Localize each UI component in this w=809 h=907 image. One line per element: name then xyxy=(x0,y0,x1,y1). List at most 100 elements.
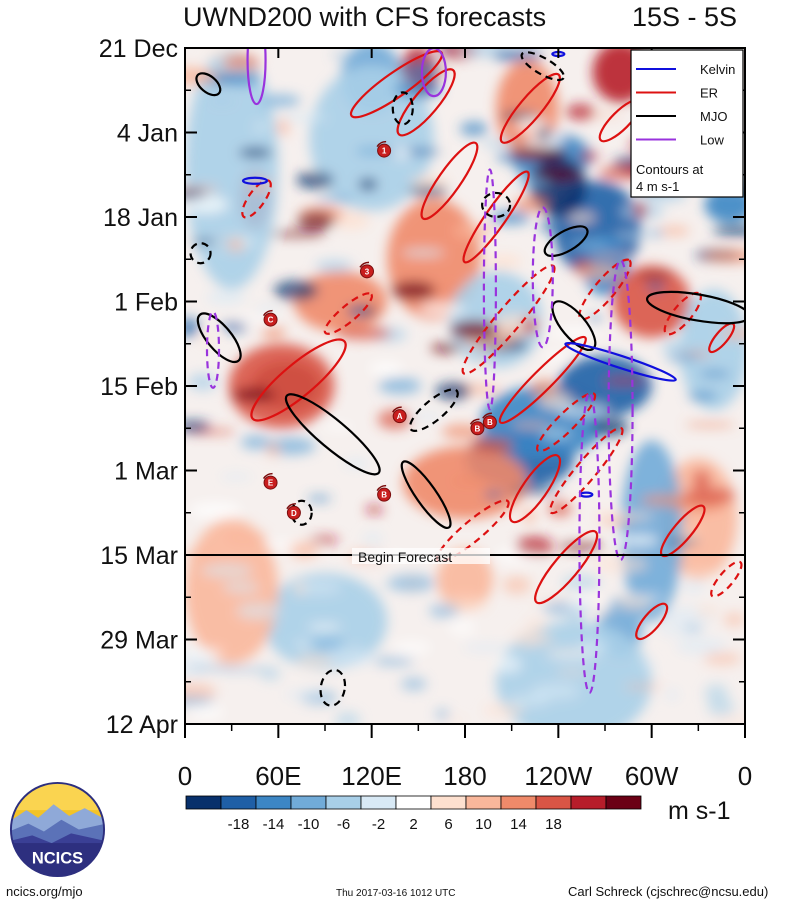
field-patch xyxy=(448,619,476,637)
field-patch xyxy=(206,291,246,304)
low-contour xyxy=(246,48,267,106)
field-patch xyxy=(334,711,361,724)
field-patch xyxy=(492,49,543,62)
field-patch xyxy=(677,569,732,576)
field-patch xyxy=(185,318,200,337)
field-patch xyxy=(391,146,412,160)
kelvin-contour xyxy=(241,176,269,185)
field-patch xyxy=(222,581,260,594)
field-patch xyxy=(718,328,745,339)
er-contour xyxy=(420,141,479,221)
field-patch xyxy=(315,260,353,273)
field-patch xyxy=(675,637,728,655)
x-tick-label: 0 xyxy=(738,761,752,791)
field-patch xyxy=(343,459,370,468)
legend-label: ER xyxy=(700,86,718,101)
legend-note-2: 4 m s-1 xyxy=(636,179,679,194)
field-patch xyxy=(616,535,659,546)
x-tick-label: 180 xyxy=(443,761,486,791)
x-tick-label: 0 xyxy=(178,761,192,791)
y-tick-label: 4 Jan xyxy=(117,120,178,148)
y-tick-label: 15 Feb xyxy=(100,373,178,401)
cyclone-marker: E xyxy=(262,472,278,490)
forecast-label: Begin Forecast xyxy=(358,549,452,565)
mjo-contour xyxy=(481,191,512,219)
field-patch xyxy=(710,716,745,724)
ncics-logo: NCICS xyxy=(9,781,106,878)
legend-box xyxy=(630,49,744,198)
footer-url[interactable]: ncics.org/mjo xyxy=(6,884,83,899)
colorbar-swatch xyxy=(605,795,642,810)
field-patch xyxy=(392,639,432,656)
cyclone-label: C xyxy=(268,316,274,325)
er-contour xyxy=(635,602,669,641)
field-patch xyxy=(692,469,711,490)
field-blob xyxy=(185,48,279,290)
field-blob xyxy=(228,343,335,429)
field-patch xyxy=(615,232,645,240)
field-patch xyxy=(261,327,286,339)
field-patch xyxy=(295,653,336,668)
colorbar-label: 18 xyxy=(545,816,562,833)
field-patch xyxy=(368,361,404,375)
x-tick-label: 60W xyxy=(625,761,679,791)
field-patch xyxy=(188,501,242,519)
footer-author: Carl Schreck (cjschrec@ncsu.edu) xyxy=(568,884,769,899)
field-patch xyxy=(238,147,272,158)
field-patch xyxy=(470,437,514,454)
colorbar-swatch xyxy=(220,795,257,810)
field-patch xyxy=(189,703,225,722)
field-patch xyxy=(567,213,596,223)
y-axis: 21 Dec 4 Jan 18 Jan 1 Feb 15 Feb 1 Mar 15 Mar 2… xyxy=(99,35,745,739)
y-tick-label: 12 Apr xyxy=(106,711,178,739)
er-contour xyxy=(462,170,530,264)
colorbar-swatch xyxy=(360,795,397,810)
colorbar-label: -14 xyxy=(263,816,285,833)
colorbar-label: 2 xyxy=(409,816,417,833)
cyclone-label: A xyxy=(397,412,403,421)
field-patch xyxy=(308,623,341,633)
field-patch xyxy=(598,519,633,524)
field-patch xyxy=(512,630,541,648)
low-contour xyxy=(531,206,554,349)
field-patch xyxy=(502,575,532,595)
cyclone-marker: D xyxy=(286,503,301,520)
field-patch xyxy=(362,533,383,543)
mjo-contour xyxy=(319,668,347,707)
field-patch xyxy=(645,282,666,291)
logo-text: NCICS xyxy=(32,849,83,867)
field-patch xyxy=(540,221,557,232)
field-patch xyxy=(435,284,470,289)
er-contour xyxy=(536,392,597,453)
colorbar-label: 10 xyxy=(475,816,492,833)
field-patch xyxy=(698,370,731,378)
field-patch xyxy=(592,417,629,437)
mjo-contour xyxy=(400,460,452,530)
field-patch xyxy=(378,377,422,394)
cyclone-marker: B xyxy=(376,484,392,502)
field-patch xyxy=(593,556,648,573)
colorbar-swatch xyxy=(395,795,432,810)
cyclone-marker: C xyxy=(262,309,278,327)
field-patch xyxy=(296,171,334,189)
cyclone-label: D xyxy=(291,509,297,518)
field-patch xyxy=(297,212,335,231)
field-patch xyxy=(201,563,254,578)
field-patch xyxy=(409,413,444,420)
field-patch xyxy=(435,382,471,400)
field-patch xyxy=(419,302,465,316)
field-patch xyxy=(490,210,531,225)
field-patch xyxy=(530,379,558,398)
mjo-contour xyxy=(645,290,745,325)
field-patch xyxy=(588,253,634,258)
field-patch xyxy=(633,202,648,218)
y-tick-label: 21 Dec xyxy=(99,35,178,63)
field-patch xyxy=(704,683,729,703)
field-patch xyxy=(540,428,571,441)
field-patch xyxy=(615,595,653,610)
y-tick-label: 29 Mar xyxy=(100,627,178,655)
field-patch xyxy=(531,167,583,181)
field-blobs xyxy=(185,48,745,724)
field-patch xyxy=(494,328,529,338)
colorbar-swatch xyxy=(465,795,502,810)
